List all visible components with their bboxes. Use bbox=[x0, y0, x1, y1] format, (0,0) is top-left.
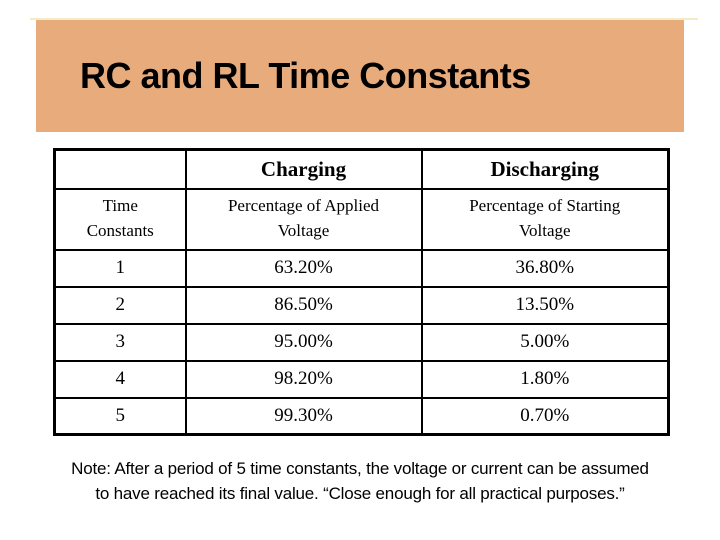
discharging-value: 1.80% bbox=[420, 359, 670, 399]
table-row: 2 86.50% 13.50% bbox=[53, 285, 670, 325]
note-text: Note: After a period of 5 time constants… bbox=[71, 459, 649, 503]
table-row: 5 99.30% 0.70% bbox=[53, 396, 670, 436]
charging-header: Charging bbox=[184, 148, 423, 190]
time-constant-value: 5 bbox=[53, 396, 187, 436]
title-banner: RC and RL Time Constants bbox=[36, 20, 684, 132]
top-accent-line bbox=[30, 18, 698, 20]
table-row: 4 98.20% 1.80% bbox=[53, 359, 670, 399]
table-row: 3 95.00% 5.00% bbox=[53, 322, 670, 362]
time-constants-table: Charging Discharging Time Constants Perc… bbox=[53, 148, 670, 436]
slide-title: RC and RL Time Constants bbox=[80, 55, 531, 96]
charging-value: 99.30% bbox=[184, 396, 423, 436]
table-group-header-row: Charging Discharging bbox=[53, 148, 670, 190]
charging-value: 98.20% bbox=[184, 359, 423, 399]
time-constant-value: 1 bbox=[53, 248, 187, 288]
time-constant-value: 4 bbox=[53, 359, 187, 399]
discharging-value: 36.80% bbox=[420, 248, 670, 288]
charging-subheader: Percentage of Applied Voltage bbox=[184, 187, 423, 251]
charging-value: 63.20% bbox=[184, 248, 423, 288]
charging-value: 95.00% bbox=[184, 322, 423, 362]
table-subheader-row: Time Constants Percentage of Applied Vol… bbox=[53, 187, 670, 251]
discharging-subheader: Percentage of Starting Voltage bbox=[420, 187, 670, 251]
discharging-header: Discharging bbox=[420, 148, 670, 190]
discharging-value: 5.00% bbox=[420, 322, 670, 362]
discharging-value: 0.70% bbox=[420, 396, 670, 436]
charging-value: 86.50% bbox=[184, 285, 423, 325]
table-row: 1 63.20% 36.80% bbox=[53, 248, 670, 288]
table-corner-cell bbox=[53, 148, 187, 190]
time-constant-value: 2 bbox=[53, 285, 187, 325]
time-constants-header: Time Constants bbox=[53, 187, 187, 251]
discharging-value: 13.50% bbox=[420, 285, 670, 325]
time-constant-value: 3 bbox=[53, 322, 187, 362]
